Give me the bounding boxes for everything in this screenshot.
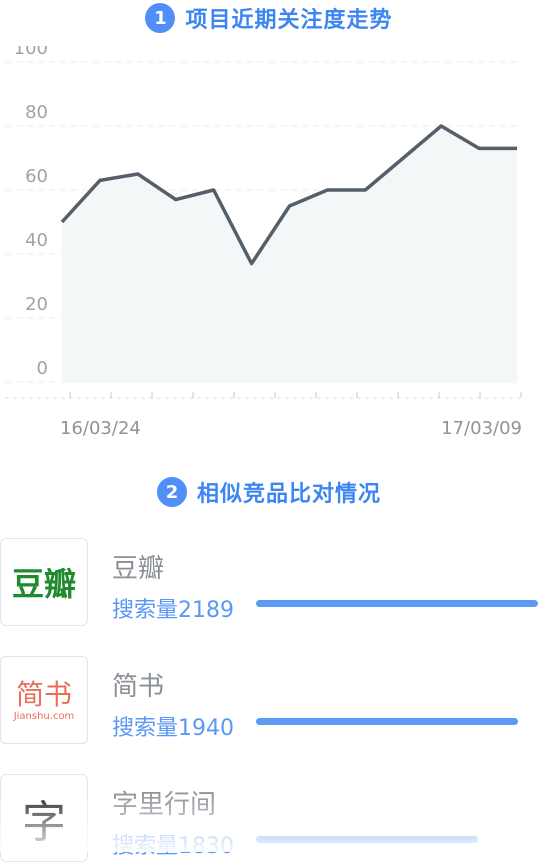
search-volume-label: 搜索量1940 [112, 716, 234, 741]
section-title-trend: 1 项目近期关注度走势 [0, 2, 538, 34]
search-volume-bar [256, 718, 518, 725]
search-volume-bar [256, 836, 478, 843]
search-volume-label: 搜索量2189 [112, 598, 234, 623]
competitor-name: 豆瓣 [112, 554, 165, 584]
logo-text: 字 [22, 797, 66, 848]
logo-subtext: Jianshu.com [13, 710, 75, 722]
logo-text: 简书 [15, 677, 72, 711]
trend-line [60, 124, 517, 266]
jianshu-logo: 简书 Jianshu.com [0, 656, 88, 744]
competitor-row-douban[interactable]: 豆瓣 豆瓣 搜索量2189 [0, 538, 538, 628]
search-volume-label: 搜索量1830 [112, 834, 234, 859]
y-tick-label: 60 [25, 166, 48, 187]
logo-text: 豆瓣 [11, 565, 76, 603]
competitor-row-jianshu[interactable]: 简书 Jianshu.com 简书 搜索量1940 [0, 656, 538, 746]
competitor-name: 字里行间 [112, 790, 217, 820]
competitor-row-zilihangjian[interactable]: 字 字里行间 搜索量1830 [0, 774, 538, 864]
x-tick-label: 16/03/24 [60, 418, 141, 439]
y-tick-label: 40 [25, 230, 48, 251]
search-volume-bar [256, 600, 538, 607]
section-title-competitors: 2 相似竞品比对情况 [0, 476, 538, 508]
douban-logo: 豆瓣 [0, 538, 88, 626]
area-fill [62, 126, 517, 382]
competitor-name: 简书 [112, 672, 165, 702]
y-tick-label: 0 [37, 358, 48, 379]
section-title-text: 相似竞品比对情况 [196, 482, 381, 507]
section-number-badge: 1 [145, 3, 176, 33]
x-tick-label: 17/03/09 [441, 418, 522, 439]
y-tick-label: 20 [25, 294, 48, 315]
y-tick-label: 100 [14, 46, 48, 59]
section-title-text: 项目近期关注度走势 [185, 8, 393, 33]
section-number-badge: 2 [156, 477, 187, 507]
zilihangjian-logo: 字 [0, 774, 88, 862]
attention-trend-chart: 100 80 60 40 20 0 16/03/24 17/03/09 [5, 46, 522, 439]
y-tick-label: 80 [25, 102, 48, 123]
